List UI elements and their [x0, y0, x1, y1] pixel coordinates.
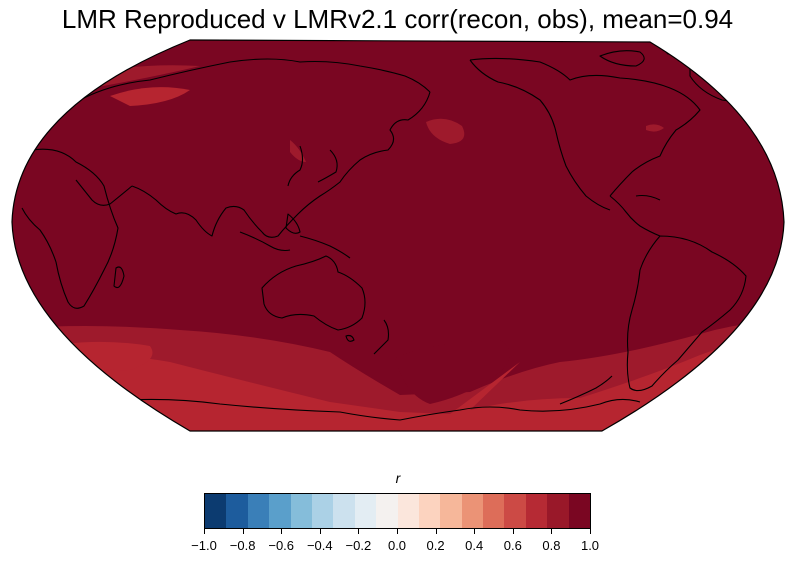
colorbar-cell — [333, 494, 355, 528]
colorbar-cell — [418, 494, 441, 528]
contour-band-antarctic — [12, 332, 784, 431]
colorbar-tick — [358, 529, 360, 534]
colorbar-tick-label: 0.8 — [542, 538, 561, 553]
colorbar-cell — [483, 494, 505, 528]
colorbar-tick-label: 0.0 — [387, 538, 407, 553]
correlation-field — [12, 40, 784, 431]
colorbar-tick — [204, 529, 205, 534]
colorbar-cell — [525, 494, 548, 528]
colorbar-tick — [474, 529, 476, 534]
colorbar-cell — [568, 494, 591, 528]
colorbar-tick — [435, 529, 437, 534]
colorbar-tick-label: 0.4 — [465, 538, 484, 553]
colorbar-label: r — [395, 470, 401, 486]
colorbar-tick-label: −0.2 — [345, 538, 372, 553]
colorbar-tick-label: −0.4 — [306, 538, 333, 553]
contour-patch-siberia — [110, 87, 190, 106]
colorbar-cell — [226, 494, 248, 528]
colorbar-tick-label: −0.6 — [268, 538, 295, 553]
colorbar-cell — [269, 494, 291, 528]
colorbar-ticks: −1.0 −0.8 −0.6 −0.4 −0.2 0.0 0.2 0.4 0.6 0.8 1.0 — [191, 529, 599, 559]
contour-patch-labrador — [646, 124, 664, 132]
colorbar-cell — [397, 494, 419, 528]
colorbar-tick-label: −0.8 — [229, 538, 256, 553]
colorbar-cell — [440, 494, 462, 528]
colorbar-tick — [281, 529, 283, 534]
coastlines — [12, 43, 765, 421]
contour-patch-north-pacific — [426, 118, 465, 144]
colorbar — [204, 493, 591, 529]
colorbar-cell — [290, 494, 312, 528]
contour-patch-west-antarctic — [30, 341, 153, 371]
colorbar-tick-label: 0.6 — [503, 538, 522, 553]
colorbar-tick — [551, 529, 553, 534]
figure-title: LMR Reproduced v LMRv2.1 corr(recon, obs… — [61, 4, 734, 34]
colorbar-cell — [311, 494, 334, 528]
colorbar-tick — [397, 529, 398, 534]
colorbar-tick-label: 0.2 — [426, 538, 445, 553]
colorbar-cell — [247, 494, 270, 528]
colorbar-tick — [590, 529, 591, 534]
colorbar-cell — [376, 494, 398, 528]
colorbar-tick-label: 1.0 — [580, 538, 600, 553]
colorbar-cell — [504, 494, 526, 528]
contour-patch-south-atlantic — [719, 347, 769, 380]
colorbar-cell — [547, 494, 569, 528]
map-boundary — [11, 39, 785, 432]
colorbar-tick — [512, 529, 514, 534]
contour-patch-indian-ocean — [395, 340, 510, 404]
colorbar-tick — [319, 529, 321, 534]
colorbar-cell — [461, 494, 484, 528]
colorbar-cell — [205, 494, 227, 528]
colorbar-tick-label: −1.0 — [191, 538, 217, 553]
colorbar-tick — [242, 529, 244, 534]
colorbar-cell — [354, 494, 377, 528]
